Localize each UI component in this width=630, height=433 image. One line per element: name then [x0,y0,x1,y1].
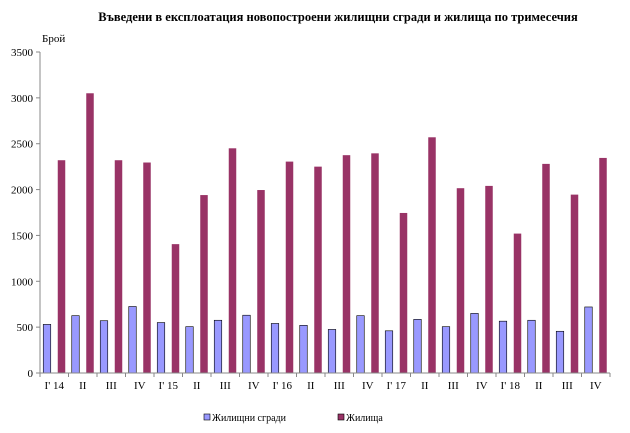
x-tick-label: I' 14 [45,380,65,392]
x-tick-label: II [421,380,429,392]
bar-buildings-11 [356,315,365,374]
x-tick-label: III [562,380,573,392]
bar-buildings-14 [441,326,451,374]
bar-buildings-18 [555,330,565,374]
bar-dwellings-5 [200,195,208,373]
x-axis-ticks: I' 14 II III IV I' 15 II III IV I' 16 II III IV I' 1… [39,373,611,392]
y-tick-label: 500 [17,322,34,334]
bar-dwellings-19 [599,157,607,373]
x-tick-label: II [79,380,87,392]
bar-dwellings-17 [542,163,550,373]
x-tick-label: IV [476,380,488,392]
y-tick-label: 1000 [11,276,34,288]
chart-title: Въведени в експлоатация новопостроени жи… [98,10,578,24]
bar-buildings-10 [327,329,337,374]
bar-dwellings-8 [285,161,294,373]
x-tick-label: IV [248,380,260,392]
x-tick-label: III [106,380,117,392]
y-tick-label: 3500 [11,47,34,59]
bar-dwellings-12 [399,212,408,373]
bar-buildings-19 [584,306,593,374]
bar-buildings-13 [413,319,422,374]
bar-buildings-8 [270,323,280,374]
bar-buildings-9 [299,325,308,374]
x-tick-label: IV [362,380,374,392]
x-tick-label: I' 18 [501,380,521,392]
bar-dwellings-18 [570,194,579,373]
x-tick-label: II [307,380,315,392]
bar-dwellings-4 [171,244,180,373]
bar-buildings-2 [99,320,109,374]
x-tick-label: III [220,380,231,392]
legend: Жилищни сгради Жилища [203,413,383,424]
y-axis-ticks: 0 500 1000 1500 2000 2500 3000 3500 [11,47,40,380]
bar-dwellings-11 [371,153,379,373]
bar-dwellings-16 [513,233,522,373]
bar-dwellings-9 [314,166,322,373]
bar-dwellings-14 [456,188,465,373]
bars [42,93,607,374]
bar-buildings-5 [185,326,194,374]
x-tick-label: IV [590,380,602,392]
x-tick-label: I' 16 [273,380,293,392]
x-tick-label: II [193,380,201,392]
bar-dwellings-15 [485,185,493,373]
y-tick-label: 0 [28,368,34,380]
bar-buildings-7 [242,314,251,374]
legend-label-buildings: Жилищни сгради [212,413,287,424]
bar-buildings-6 [213,319,223,374]
bar-buildings-0 [42,324,52,374]
x-tick-label: I' 15 [159,380,179,392]
bar-dwellings-3 [143,162,151,373]
bar-buildings-3 [128,306,137,374]
bar-dwellings-2 [114,160,123,373]
bar-buildings-16 [498,320,508,374]
y-axis-label: Брой [42,33,65,45]
bar-dwellings-6 [228,148,237,373]
y-tick-label: 1500 [11,230,34,242]
x-tick-label: I' 17 [387,380,407,392]
bar-dwellings-7 [257,190,265,373]
bar-buildings-15 [470,313,479,374]
bar-buildings-4 [156,322,166,374]
y-tick-label: 3000 [11,93,34,105]
legend-label-dwellings: Жилища [346,413,383,424]
y-tick-label: 2000 [11,185,34,197]
legend-swatch-buildings [203,413,211,421]
bar-dwellings-13 [428,137,436,373]
bar-buildings-17 [527,319,536,374]
x-tick-label: IV [134,380,146,392]
bar-dwellings-10 [342,155,351,373]
bar-dwellings-0 [57,160,66,373]
x-tick-label: III [448,380,459,392]
bar-buildings-12 [384,330,394,374]
y-tick-label: 2500 [11,139,34,151]
x-tick-label: III [334,380,345,392]
x-tick-label: II [535,380,543,392]
bar-buildings-1 [71,315,80,374]
bar-dwellings-1 [86,93,94,374]
legend-swatch-dwellings [337,413,345,421]
